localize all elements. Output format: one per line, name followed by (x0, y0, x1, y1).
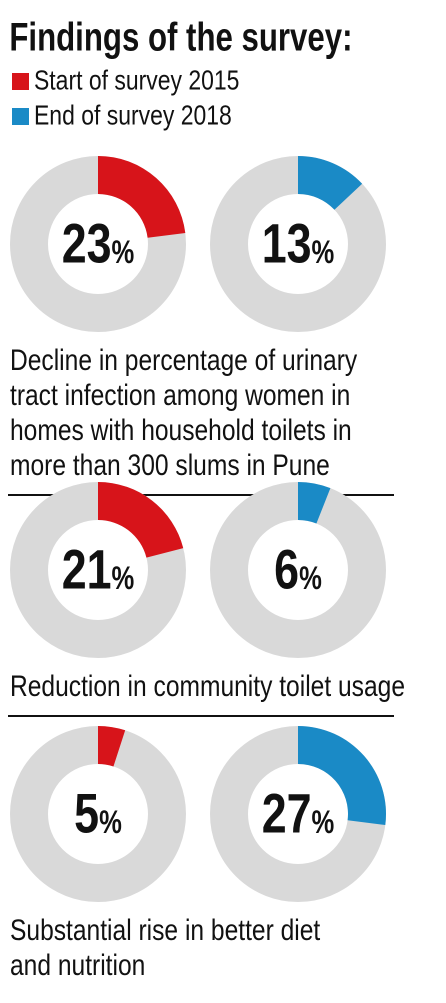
value-label: 6% (274, 538, 322, 601)
text-group: End of survey 2018 (34, 100, 232, 131)
legend-swatch (12, 73, 29, 90)
caption: Decline in percentage of urinary (10, 343, 357, 377)
caption: Substantial rise in better diet (10, 913, 321, 947)
value-label: 13% (262, 212, 335, 275)
caption: tract infection among women in (10, 378, 350, 412)
legend-label: Start of survey 2015 (34, 65, 239, 96)
legend-swatch (12, 108, 29, 125)
donut-slice (98, 482, 184, 558)
value-label: 5% (74, 782, 122, 845)
text-group: Start of survey 2015 (34, 65, 239, 96)
title: Findings of the survey: (9, 15, 352, 60)
donut-slice (298, 156, 363, 210)
value-label-group: 23% (62, 212, 135, 275)
value-label: 27% (262, 782, 335, 845)
value-label: 23% (62, 212, 135, 275)
value-label-group: 27% (262, 782, 335, 845)
donut-slice (98, 726, 126, 767)
caption: more than 300 slums in Pune (10, 448, 330, 482)
donut-slice (298, 482, 331, 524)
donut-slice (298, 726, 387, 826)
caption: and nutrition (10, 948, 145, 982)
donut-slice (98, 156, 186, 238)
value-label: 21% (62, 538, 135, 601)
caption: homes with household toilets in (10, 413, 352, 447)
text-group: Reduction in community toilet usage (10, 669, 405, 703)
value-label-group: 6% (274, 538, 322, 601)
caption: Reduction in community toilet usage (10, 669, 405, 703)
value-label-group: 5% (74, 782, 122, 845)
value-label-group: 13% (262, 212, 335, 275)
value-label-group: 21% (62, 538, 135, 601)
legend-label: End of survey 2018 (34, 100, 232, 131)
